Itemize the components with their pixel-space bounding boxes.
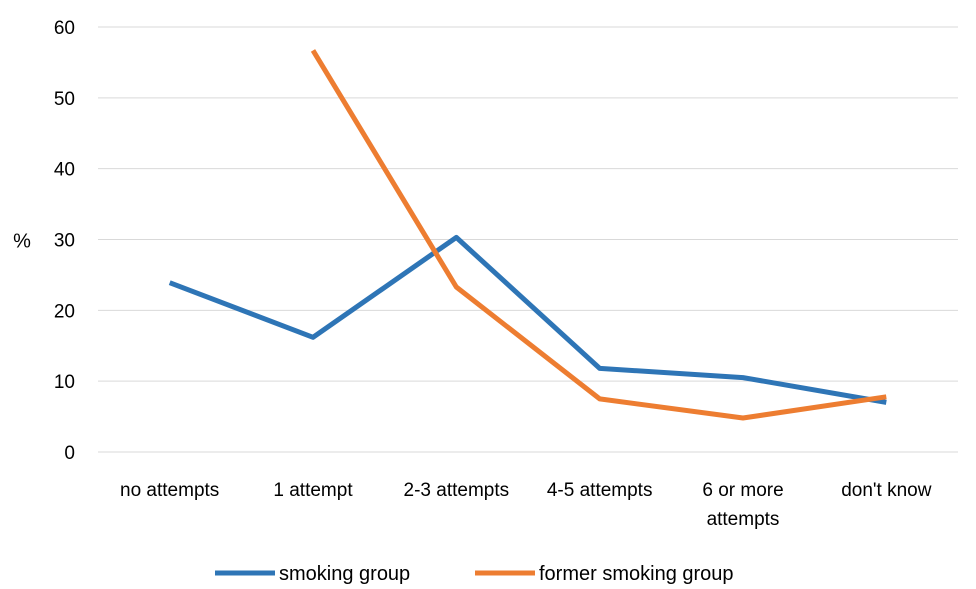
x-tick-label-line: 6 or more xyxy=(702,480,783,501)
x-tick-label-line: don't know xyxy=(841,480,932,501)
y-tick-label: 20 xyxy=(54,301,75,322)
y-tick-label: 60 xyxy=(54,18,75,39)
y-tick-label: 40 xyxy=(54,160,75,181)
x-tick-label: no attempts xyxy=(120,480,219,501)
x-tick-label-line: 2-3 attempts xyxy=(404,480,510,501)
legend: smoking group former smoking group xyxy=(215,563,734,585)
y-axis-title: % xyxy=(13,231,31,253)
x-tick-label: 6 or more attempts xyxy=(702,480,783,530)
y-tick-label: 10 xyxy=(54,372,75,393)
x-tick-label-line: 4-5 attempts xyxy=(547,480,653,501)
x-tick-label: 2-3 attempts xyxy=(404,480,510,501)
series-line-smoking-group xyxy=(168,234,887,405)
y-tick-label: 30 xyxy=(54,231,75,252)
gridlines xyxy=(98,26,958,453)
x-tick-label-line: attempts xyxy=(707,509,780,530)
x-tick-labels: no attempts 1 attempt 2-3 attempts 4-5 atte… xyxy=(120,480,932,530)
series-line-former-smoking-group xyxy=(310,49,887,421)
x-tick-label: 4-5 attempts xyxy=(547,480,653,501)
series-lines xyxy=(168,49,887,421)
y-tick-labels: 0 10 20 30 40 50 60 xyxy=(54,18,75,464)
x-tick-label: don't know xyxy=(841,480,932,501)
x-tick-label-line: 1 attempt xyxy=(273,480,353,501)
y-tick-label: 50 xyxy=(54,89,75,110)
x-tick-label-line: no attempts xyxy=(120,480,219,501)
x-tick-label: 1 attempt xyxy=(273,480,353,501)
legend-label-smoking-group: smoking group xyxy=(279,563,410,584)
y-tick-label: 0 xyxy=(64,443,75,464)
legend-label-former-smoking-group: former smoking group xyxy=(539,563,734,584)
